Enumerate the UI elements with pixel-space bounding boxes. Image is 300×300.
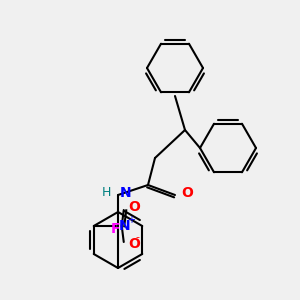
Text: H: H: [101, 187, 111, 200]
Text: -: -: [136, 232, 140, 242]
Text: F: F: [110, 222, 120, 236]
Text: +: +: [127, 215, 135, 225]
Text: N: N: [120, 186, 132, 200]
Text: N: N: [119, 219, 130, 233]
Text: O: O: [181, 186, 193, 200]
Text: O: O: [128, 200, 140, 214]
Text: O: O: [128, 237, 140, 251]
